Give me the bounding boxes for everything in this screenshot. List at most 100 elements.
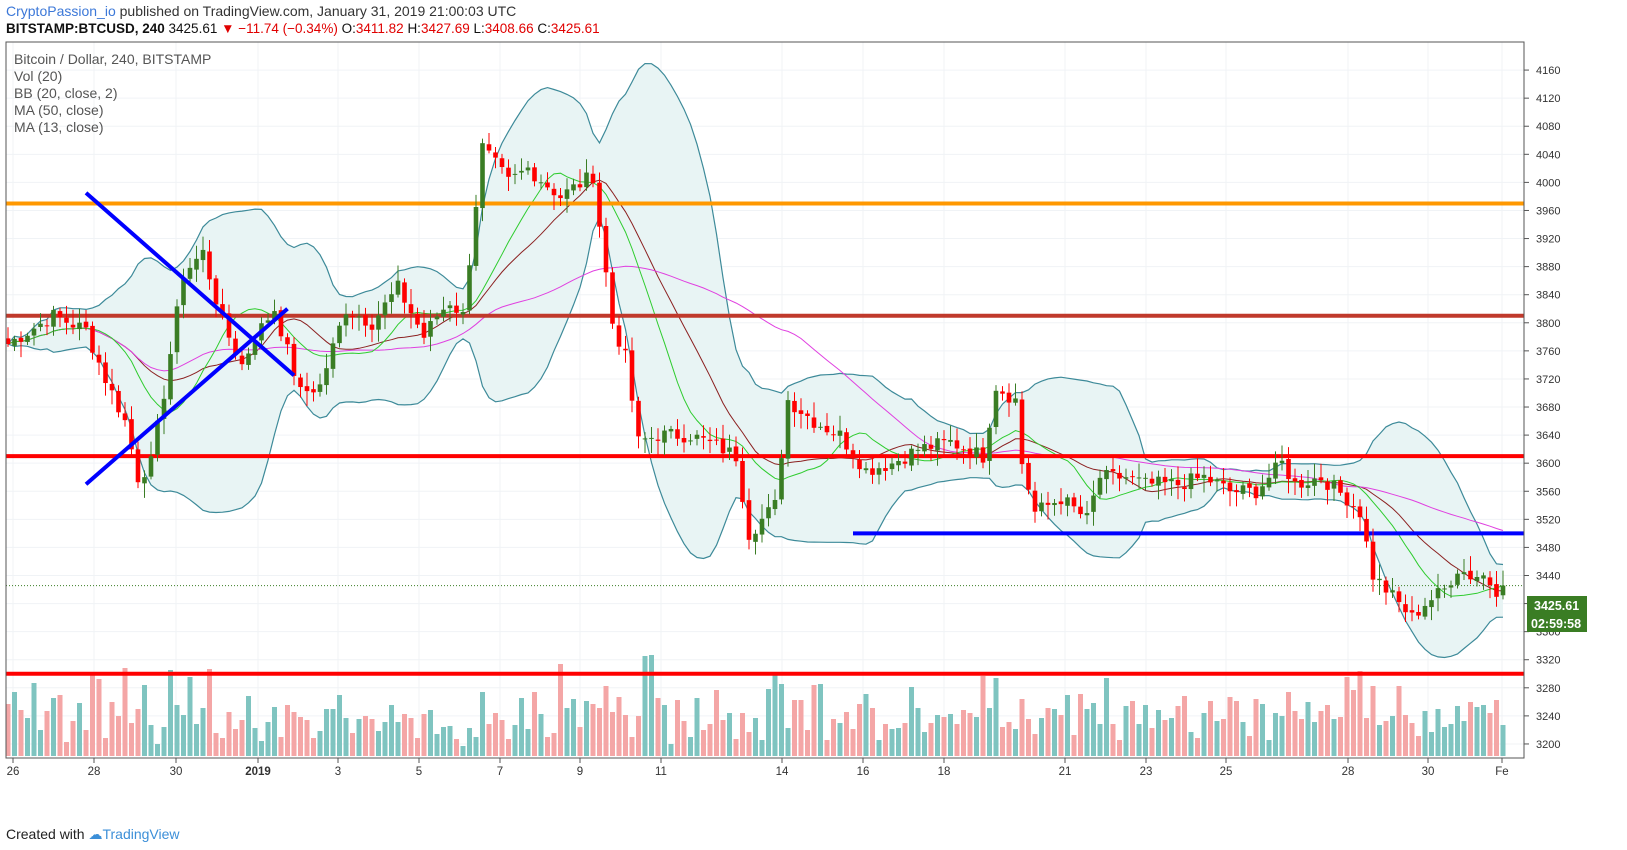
volume-bar	[707, 724, 713, 756]
down-arrow-icon: ▼	[221, 21, 235, 36]
candle-body	[1409, 610, 1415, 613]
legend: Bitcoin / Dollar, 240, BITSTAMP Vol (20)…	[14, 51, 211, 135]
candle-body	[610, 272, 615, 324]
candle-body	[12, 338, 17, 346]
volume-bar	[428, 710, 433, 756]
candle-body	[525, 167, 531, 171]
volume-bar	[551, 733, 557, 756]
volume-bar	[1104, 678, 1109, 756]
candle-body	[460, 312, 466, 315]
candle-body	[1058, 501, 1064, 505]
candle-body	[1006, 392, 1012, 403]
volume-bar	[194, 724, 199, 756]
x-tick-label: 21	[1059, 766, 1072, 778]
volume-bar	[681, 721, 687, 756]
candle-body	[369, 324, 375, 330]
candle-body	[1000, 391, 1005, 394]
volume-bar	[1312, 722, 1317, 756]
volume-bar	[1292, 711, 1298, 756]
volume-bar	[766, 689, 771, 756]
candle-body	[987, 427, 992, 461]
candle-body	[1494, 584, 1499, 597]
candle-body	[1097, 477, 1103, 495]
volume-bar	[1279, 716, 1285, 756]
candle-body	[382, 302, 388, 316]
volume-bar	[5, 704, 11, 756]
candle-body	[1286, 459, 1291, 480]
volume-bar	[909, 687, 914, 756]
cloud-icon: ☁	[88, 826, 103, 842]
candle-body	[18, 337, 24, 342]
volume-bar	[434, 734, 440, 756]
ma13-line	[7, 172, 1504, 597]
volume-bar	[844, 712, 849, 756]
volume-bar	[506, 739, 511, 756]
candle-body	[1234, 490, 1239, 493]
candle-body	[1221, 480, 1226, 484]
candle-body	[1416, 611, 1421, 616]
y-tick-label: 3960	[1536, 205, 1560, 217]
candle-body	[161, 398, 167, 419]
volume-bar	[629, 737, 635, 756]
volume-bar	[298, 717, 303, 756]
volume-bar	[493, 713, 498, 756]
tradingview-link[interactable]: TradingView	[102, 826, 180, 842]
candle-body	[194, 258, 199, 270]
change-value: −11.74 (−0.34%)	[238, 21, 338, 36]
volume-bar	[187, 677, 193, 756]
volume-bar	[688, 737, 693, 756]
candle-body	[207, 251, 212, 280]
candle-body	[1455, 573, 1460, 585]
volume-bar	[226, 712, 232, 756]
candle-body	[324, 368, 329, 386]
candle-body	[681, 438, 687, 443]
volume-bar	[727, 713, 732, 756]
volume-bar	[1136, 724, 1142, 756]
volume-bar	[1110, 724, 1116, 756]
volume-bar	[272, 707, 277, 756]
candle-body	[226, 313, 232, 338]
candle-body	[239, 355, 245, 365]
support-resistance-lines[interactable]	[6, 201, 1524, 676]
candle-body	[1084, 513, 1090, 516]
candle-body	[1091, 495, 1096, 512]
candle-body	[434, 316, 440, 320]
volume-bar	[382, 722, 388, 756]
candle-body	[363, 315, 368, 326]
volume-bar	[31, 683, 37, 756]
candle-body	[51, 309, 56, 327]
candle-body	[538, 182, 544, 184]
candle-body	[883, 468, 888, 471]
price-axis[interactable]: 3200324032803320336034003440348035203560…	[1524, 65, 1560, 751]
volume-bar	[1182, 696, 1187, 756]
published-text: published on TradingView.com, January 31…	[119, 3, 517, 19]
x-tick-label: 23	[1140, 766, 1153, 778]
x-tick-label: 14	[776, 766, 789, 778]
high-value: 3427.69	[420, 21, 470, 36]
candle-body	[252, 342, 258, 355]
candle-body	[90, 325, 95, 353]
volume-bar	[252, 728, 258, 756]
volume-bar	[116, 716, 121, 756]
legend-title: Bitcoin / Dollar, 240, BITSTAMP	[14, 51, 211, 67]
x-tick-label: 5	[416, 766, 422, 778]
candle-body	[649, 437, 654, 439]
volume-bar	[1286, 692, 1291, 756]
candle-body	[720, 438, 726, 454]
volume-bar	[460, 746, 466, 756]
time-axis[interactable]: 26 28 30 2019 3 5 7 9 11 14 16 18 21 23 25 28 30 Fe	[7, 758, 1509, 778]
y-tick-label: 4120	[1536, 93, 1560, 105]
volume-bar	[304, 720, 310, 756]
volume-bar	[623, 715, 628, 756]
trend-lines[interactable]	[84, 191, 296, 486]
candle-body	[837, 430, 843, 436]
volume-bar	[213, 733, 219, 756]
candle-body	[1156, 476, 1161, 486]
volume-bar	[285, 705, 290, 756]
timer-badge	[1527, 614, 1587, 632]
bollinger-band-fill	[8, 63, 1503, 658]
volume-bar	[1364, 718, 1369, 756]
publisher-link[interactable]: CryptoPassion_io	[6, 3, 116, 19]
volume-bar	[889, 729, 895, 756]
